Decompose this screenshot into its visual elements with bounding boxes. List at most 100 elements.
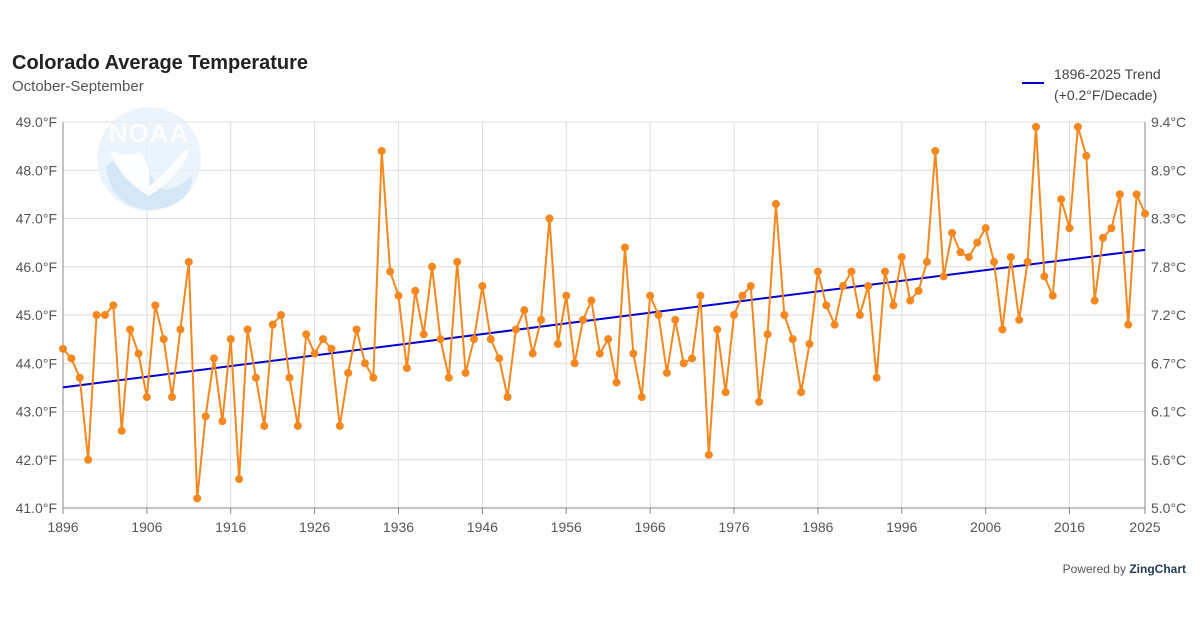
data-point <box>654 311 663 319</box>
y-tick-label-left: 43.0°F <box>16 404 57 420</box>
data-point <box>503 393 512 402</box>
data-point <box>528 349 537 358</box>
data-point <box>906 296 915 305</box>
data-point <box>914 286 923 295</box>
chart-subtitle: October-September <box>12 78 144 95</box>
data-point <box>511 325 520 334</box>
x-tick-label: 1926 <box>299 519 330 535</box>
data-point <box>251 373 260 382</box>
y-tick-label-right: 6.1°C <box>1151 404 1186 420</box>
data-point <box>142 393 151 402</box>
data-point <box>738 291 747 300</box>
data-point <box>662 368 671 377</box>
x-tick-label: 1916 <box>215 519 246 535</box>
data-point <box>1057 195 1066 204</box>
data-point <box>293 421 302 430</box>
data-point <box>1107 224 1116 233</box>
data-point <box>209 354 218 363</box>
data-point <box>797 388 806 397</box>
data-point <box>1006 253 1015 262</box>
data-point <box>151 301 160 310</box>
data-point <box>780 311 789 319</box>
data-point <box>310 349 319 358</box>
legend-line1: 1896-2025 Trend <box>1054 66 1161 82</box>
data-point <box>813 267 822 276</box>
data-point <box>1115 190 1124 199</box>
y-tick-label-left: 45.0°F <box>16 307 57 323</box>
x-tick-label: 1896 <box>47 519 78 535</box>
data-point <box>478 282 487 291</box>
data-point <box>402 364 411 373</box>
data-point <box>117 426 126 435</box>
data-point <box>193 494 202 503</box>
data-point <box>730 311 739 319</box>
data-point <box>839 282 848 291</box>
noaa-logo-icon <box>97 107 201 211</box>
data-point <box>579 315 588 324</box>
data-point <box>335 421 344 430</box>
x-tick-label: 1956 <box>551 519 582 535</box>
data-point <box>562 291 571 300</box>
y-tick-label-right: 8.9°C <box>1151 162 1186 178</box>
powered-by-brand: ZingChart <box>1129 562 1186 576</box>
data-point <box>1048 291 1057 300</box>
y-tick-label-right: 5.0°C <box>1151 500 1186 516</box>
legend-trend-label: 1896-2025 Trend (+0.2°F/Decade) <box>1054 64 1161 106</box>
data-point <box>721 388 730 397</box>
data-point <box>302 330 311 339</box>
grid-lines <box>62 121 1146 509</box>
y-tick-label-right: 8.3°C <box>1151 211 1186 227</box>
data-point <box>444 373 453 382</box>
data-point <box>495 354 504 363</box>
data-point <box>595 349 604 358</box>
data-point <box>847 267 856 276</box>
y-tick-label-left: 49.0°F <box>16 114 57 130</box>
data-point <box>1015 315 1024 324</box>
y-axis-left: 41.0°F 42.0°F 43.0°F 44.0°F 45.0°F 46.0°F 47.0… <box>16 114 64 516</box>
y-tick-label-left: 46.0°F <box>16 259 57 275</box>
data-point <box>1099 233 1108 242</box>
data-point <box>1090 296 1099 305</box>
data-point <box>696 291 705 300</box>
data-point <box>436 335 445 344</box>
x-tick-label: 1906 <box>131 519 162 535</box>
temperature-line <box>62 125 1146 500</box>
data-point <box>486 335 495 344</box>
data-point <box>59 344 67 353</box>
data-point <box>92 311 101 319</box>
y-tick-label-left: 48.0°F <box>16 162 57 178</box>
data-point <box>629 349 638 358</box>
data-point <box>84 455 93 464</box>
data-point <box>973 238 982 247</box>
y-tick-label-left: 41.0°F <box>16 500 57 516</box>
data-point <box>545 214 554 223</box>
data-point <box>319 335 328 344</box>
x-tick-label: 1946 <box>467 519 498 535</box>
data-point <box>1132 190 1141 199</box>
data-point <box>369 373 378 382</box>
y-tick-label-right: 5.6°C <box>1151 452 1186 468</box>
powered-by-prefix: Powered by <box>1062 562 1126 576</box>
data-point <box>671 315 680 324</box>
data-point <box>285 373 294 382</box>
y-tick-label-right: 7.2°C <box>1151 307 1186 323</box>
powered-by[interactable]: Powered by ZingChart <box>1063 562 1186 576</box>
data-point <box>864 282 873 291</box>
x-tick-label: 2025 <box>1129 519 1160 535</box>
data-point <box>1023 257 1032 266</box>
data-point <box>855 311 864 319</box>
data-point <box>931 146 940 155</box>
noaa-logo-text: NOAA <box>108 118 190 148</box>
data-point <box>570 359 579 368</box>
data-point <box>1141 209 1149 218</box>
x-tick-label: 1936 <box>383 519 414 535</box>
x-tick-label: 1996 <box>886 519 917 535</box>
x-tick-label: 1966 <box>635 519 666 535</box>
x-tick-label: 2016 <box>1054 519 1085 535</box>
data-point <box>344 368 353 377</box>
data-point <box>805 339 814 348</box>
data-point <box>990 257 999 266</box>
data-point <box>604 335 613 344</box>
data-point <box>377 146 386 155</box>
data-point <box>184 257 193 266</box>
